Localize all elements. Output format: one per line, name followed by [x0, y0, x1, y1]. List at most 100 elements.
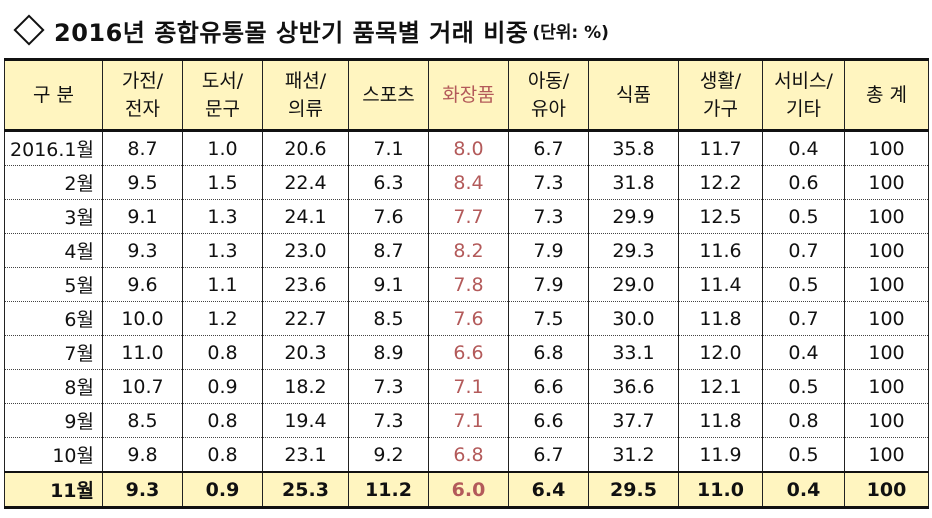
table-body: 2016.1월 8.7 1.0 20.6 7.1 8.0 6.7 35.8 11.7 0.4 100…	[4, 130, 929, 509]
column-header: 서비스/기타	[762, 58, 845, 132]
table-cell: 22.4	[262, 165, 349, 200]
table-cell: 6.7	[508, 130, 589, 166]
table-row: 9월 8.5 0.8 19.4 7.3 7.1 6.6 37.7 11.8 0.8 100	[4, 403, 929, 438]
table-cell: 6.8	[428, 437, 509, 473]
table-cell: 29.9	[588, 199, 679, 234]
table-cell: 11.8	[678, 403, 763, 438]
table-cell: 100	[844, 335, 929, 370]
table-cell: 9.5	[102, 165, 183, 200]
table-cell: 7.9	[508, 267, 589, 302]
table-cell: 36.6	[588, 369, 679, 404]
table-cell: 23.0	[262, 233, 349, 268]
column-header-line: 총 계	[866, 84, 907, 106]
table-cell: 0.4	[762, 335, 845, 370]
table-cell: 0.8	[762, 403, 845, 438]
table-cell: 6.7	[508, 437, 589, 473]
table-cell: 12.2	[678, 165, 763, 200]
table-cell: 100	[844, 130, 929, 166]
table-cell: 100	[844, 369, 929, 404]
table-cell: 7.6	[348, 199, 429, 234]
row-label: 5월	[4, 267, 103, 302]
table-cell: 7.7	[428, 199, 509, 234]
table-cell: 11.7	[678, 130, 763, 166]
table-cell: 18.2	[262, 369, 349, 404]
column-header: 도서/문구	[182, 58, 263, 132]
row-label: 2월	[4, 165, 103, 200]
column-header-line: 가전/	[121, 70, 164, 92]
column-header-line: 기타	[786, 98, 821, 120]
table-cell: 1.5	[182, 165, 263, 200]
table-cell: 0.9	[182, 369, 263, 404]
table-cell: 0.7	[762, 301, 845, 336]
row-label: 4월	[4, 233, 103, 268]
table-cell: 11.0	[678, 471, 763, 509]
table-row: 10월 9.8 0.8 23.1 9.2 6.8 6.7 31.2 11.9 0.5 100	[4, 437, 929, 473]
column-header-line: 의류	[288, 98, 323, 120]
column-header: 구 분	[4, 58, 103, 132]
row-label: 3월	[4, 199, 103, 234]
table-cell: 8.5	[102, 403, 183, 438]
table-cell: 9.1	[348, 267, 429, 302]
column-header-line: 식품	[616, 84, 651, 106]
table-cell: 23.1	[262, 437, 349, 473]
row-label: 6월	[4, 301, 103, 336]
table-cell: 1.2	[182, 301, 263, 336]
document-title: 2016년 종합유통몰 상반기 품목별 거래 비중 (단위: %)	[10, 8, 609, 52]
column-header: 화장품	[428, 58, 509, 132]
table-cell: 1.3	[182, 233, 263, 268]
table-cell: 8.7	[348, 233, 429, 268]
table-cell: 1.0	[182, 130, 263, 166]
table-cell: 11.0	[102, 335, 183, 370]
table-cell: 11.8	[678, 301, 763, 336]
table-cell: 9.3	[102, 471, 183, 509]
table-row: 6월 10.0 1.2 22.7 8.5 7.6 7.5 30.0 11.8 0.7 100	[4, 301, 929, 336]
table-cell: 33.1	[588, 335, 679, 370]
column-header: 생활/가구	[678, 58, 763, 132]
table-row: 11월 9.3 0.9 25.3 11.2 6.0 6.4 29.5 11.0 0.4 100	[4, 471, 929, 509]
table-cell: 25.3	[262, 471, 349, 509]
column-header-line: 패션/	[284, 70, 327, 92]
table-cell: 7.5	[508, 301, 589, 336]
table-cell: 0.8	[182, 403, 263, 438]
trade-share-table: 구 분 가전/전자 도서/문구 패션/의류 스포츠 화장품 아동/유아 식품 생활/가구 서비스/…	[4, 58, 929, 509]
column-header: 가전/전자	[102, 58, 183, 132]
table-cell: 7.1	[348, 130, 429, 166]
table-cell: 100	[844, 233, 929, 268]
table-cell: 11.4	[678, 267, 763, 302]
table-cell: 7.3	[348, 403, 429, 438]
column-header: 총 계	[844, 58, 929, 132]
table-cell: 6.0	[428, 471, 509, 509]
table-row: 2016.1월 8.7 1.0 20.6 7.1 8.0 6.7 35.8 11.7 0.4 100	[4, 130, 929, 166]
table-cell: 8.9	[348, 335, 429, 370]
diamond-bullet-icon	[13, 14, 45, 46]
table-cell: 0.8	[182, 335, 263, 370]
row-label: 9월	[4, 403, 103, 438]
table-cell: 9.1	[102, 199, 183, 234]
table-cell: 31.2	[588, 437, 679, 473]
table-cell: 0.4	[762, 130, 845, 166]
table-cell: 29.3	[588, 233, 679, 268]
table-cell: 31.8	[588, 165, 679, 200]
column-header: 아동/유아	[508, 58, 589, 132]
table-cell: 19.4	[262, 403, 349, 438]
column-header: 패션/의류	[262, 58, 349, 132]
table-cell: 8.0	[428, 130, 509, 166]
column-header-line: 생활/	[699, 70, 742, 92]
table-cell: 0.4	[762, 471, 845, 509]
table-cell: 23.6	[262, 267, 349, 302]
table-cell: 9.3	[102, 233, 183, 268]
table-cell: 30.0	[588, 301, 679, 336]
header-row: 구 분 가전/전자 도서/문구 패션/의류 스포츠 화장품 아동/유아 식품 생활/가구 서비스/…	[4, 58, 929, 132]
table-cell: 7.8	[428, 267, 509, 302]
table-cell: 100	[844, 301, 929, 336]
row-label: 10월	[4, 437, 103, 473]
table-cell: 0.9	[182, 471, 263, 509]
table-cell: 29.5	[588, 471, 679, 509]
table-cell: 9.6	[102, 267, 183, 302]
table-cell: 10.0	[102, 301, 183, 336]
table-cell: 11.6	[678, 233, 763, 268]
table-cell: 7.3	[348, 369, 429, 404]
table-cell: 7.3	[508, 165, 589, 200]
table-row: 7월 11.0 0.8 20.3 8.9 6.6 6.8 33.1 12.0 0.4 100	[4, 335, 929, 370]
table-cell: 100	[844, 403, 929, 438]
